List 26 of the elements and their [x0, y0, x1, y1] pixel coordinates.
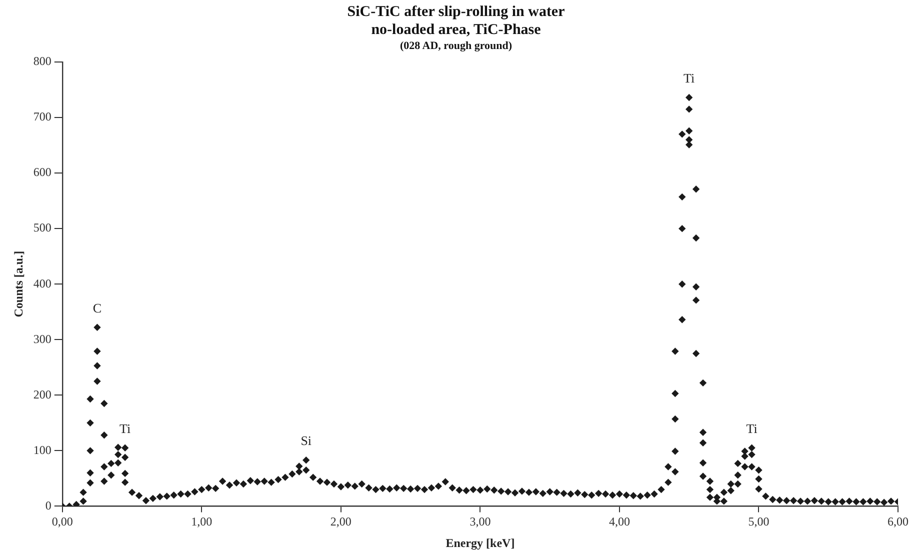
annotation: C [92, 300, 102, 316]
annotation: Ti [120, 420, 131, 436]
annotation: Ti [746, 420, 758, 436]
y-axis-title: Counts [a.u.] [11, 250, 26, 318]
x-tick-label: 1,00 [191, 514, 212, 529]
x-tick-label: 4,00 [608, 514, 630, 529]
y-tick-label: 100 [33, 442, 52, 457]
x-tick-label: 0,00 [52, 514, 73, 529]
x-tick-label: 3,00 [470, 514, 491, 529]
y-tick-label: 200 [33, 387, 52, 402]
text: (028 AD, rough ground) [398, 40, 514, 52]
x-axis-title: Energy [keV] [446, 536, 515, 550]
chart-title: SiC-TiC after slip-rolling in water [346, 4, 566, 21]
chart-subtitle: no-loaded area, TiC-Phase [370, 22, 542, 39]
x-tick-label: 5,00 [748, 514, 770, 529]
y-tick-label: 300 [33, 332, 52, 346]
y-tick-label: 0 [45, 498, 52, 512]
y-tick-label: 400 [33, 276, 52, 290]
y-tick-label: 800 [33, 54, 52, 68]
annotation: Si [300, 433, 312, 448]
y-tick-label: 700 [33, 110, 52, 124]
x-tick-label: 6,00 [888, 514, 908, 529]
x-tick-label: 2,00 [330, 514, 352, 529]
y-tick-label: 600 [33, 165, 52, 180]
y-tick-label: 500 [33, 220, 52, 235]
annotation: Ti [684, 70, 696, 86]
